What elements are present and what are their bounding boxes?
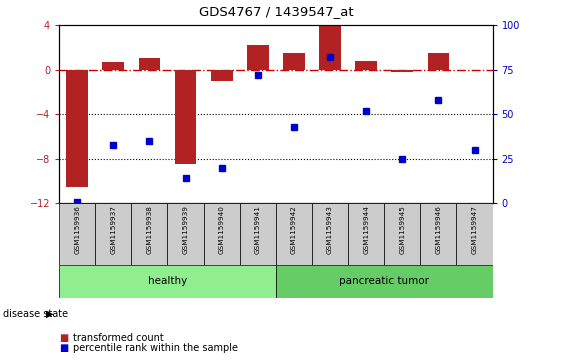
Text: GSM1159940: GSM1159940 [218,205,225,254]
Text: GSM1159946: GSM1159946 [435,205,441,254]
Text: GSM1159939: GSM1159939 [182,205,189,254]
Bar [348,203,384,265]
Text: GSM1159936: GSM1159936 [74,205,80,254]
Bar [276,203,312,265]
Bar [384,203,421,265]
Text: GSM1159938: GSM1159938 [146,205,153,254]
Text: GDS4767 / 1439547_at: GDS4767 / 1439547_at [199,5,353,18]
Text: ▶: ▶ [46,309,53,319]
Bar [276,265,493,298]
Text: GSM1159947: GSM1159947 [472,205,477,254]
Text: GSM1159943: GSM1159943 [327,205,333,254]
Bar [247,45,269,70]
Text: GSM1159937: GSM1159937 [110,205,117,254]
Bar [59,265,276,298]
Bar [355,61,377,70]
Bar [59,203,95,265]
Bar [211,70,233,81]
Text: GSM1159944: GSM1159944 [363,205,369,254]
Text: GSM1159942: GSM1159942 [291,205,297,254]
Bar [283,53,305,70]
Text: transformed count: transformed count [73,333,164,343]
Bar [131,203,168,265]
Text: GSM1159945: GSM1159945 [399,205,405,254]
Text: ■: ■ [59,333,68,343]
Bar [312,203,348,265]
Bar [102,62,124,70]
Text: percentile rank within the sample: percentile rank within the sample [73,343,238,354]
Text: disease state: disease state [3,309,68,319]
Bar [204,203,240,265]
Text: pancreatic tumor: pancreatic tumor [339,276,429,286]
Bar [391,70,413,72]
Bar [175,70,196,164]
Text: GSM1159941: GSM1159941 [255,205,261,254]
Bar [168,203,204,265]
Bar [138,58,160,70]
Bar [95,203,131,265]
Bar [319,25,341,70]
Bar [421,203,457,265]
Bar [457,203,493,265]
Text: healthy: healthy [148,276,187,286]
Text: ■: ■ [59,343,68,354]
Bar [66,70,88,187]
Bar [428,53,449,70]
Bar [240,203,276,265]
